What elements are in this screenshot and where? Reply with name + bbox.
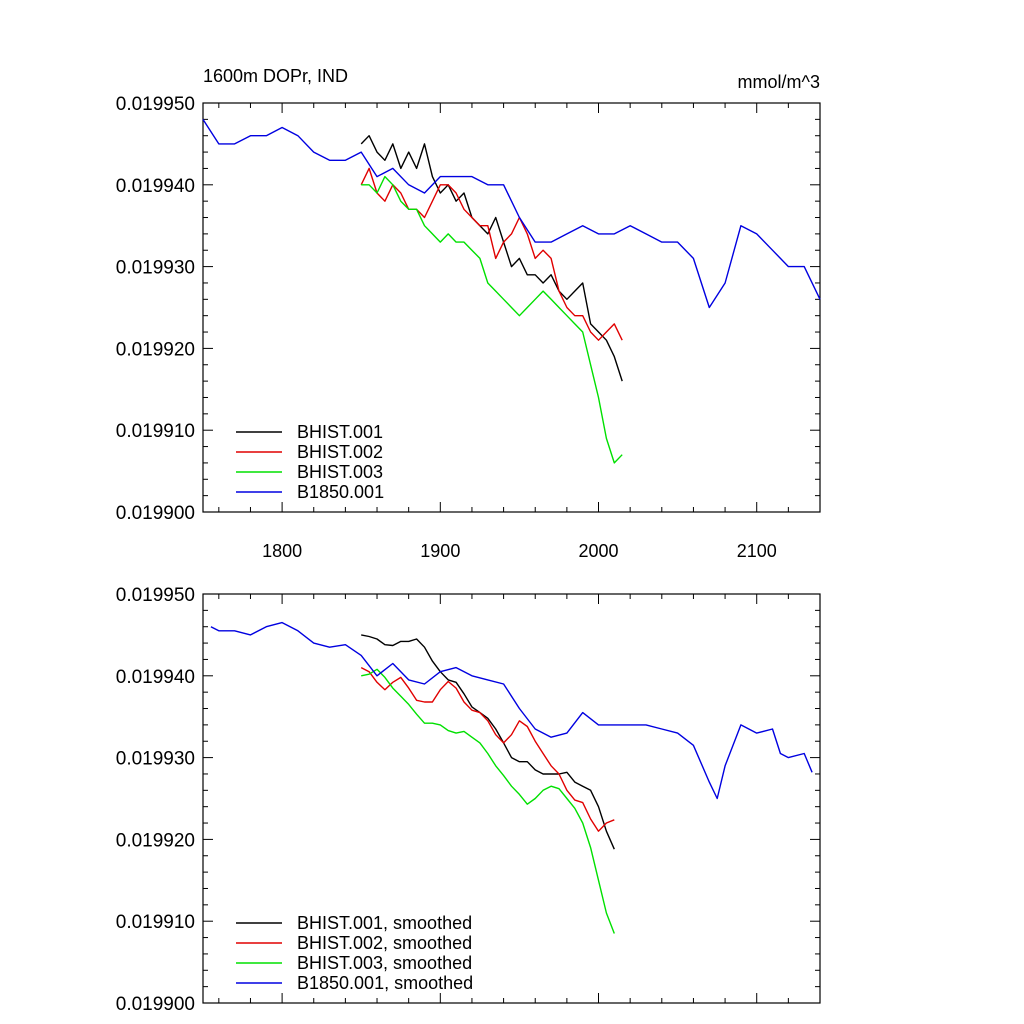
series-line [202,119,821,309]
y-tick-label: 0.019950 [116,585,195,606]
series-line [360,134,623,382]
y-tick-label: 0.019940 [116,667,195,688]
x-tick-label: 1800 [262,541,302,561]
series-line [210,621,813,800]
chart-title: 1600m DOPr, IND [203,66,348,86]
top-chart-panel: 1600m DOPr, IND mmol/m^3 0.019900 0.01991… [116,66,821,561]
y-tick-label: 0.019900 [116,503,195,524]
series-line [361,634,615,850]
plot-frame [202,102,821,513]
x-tick-label: 2100 [737,541,777,561]
y-tick-label: 0.019950 [116,94,195,115]
series-line [360,167,623,341]
y-tick-label: 0.019910 [116,421,195,442]
legend-label: B1850.001, smoothed [297,973,473,993]
x-tick-label: 1900 [420,541,460,561]
legend-label: B1850.001 [297,482,384,502]
legend-label: BHIST.002 [297,442,383,462]
series-line [360,666,615,832]
units-label: mmol/m^3 [738,72,820,92]
y-tick-label: 0.019930 [116,258,195,279]
legend-label: BHIST.001 [297,422,383,442]
y-tick-label: 0.019900 [116,994,195,1015]
y-tick-label: 0.019930 [116,749,195,770]
x-tick-label: 2000 [578,541,618,561]
y-tick-label: 0.019920 [116,339,195,360]
y-tick-label: 0.019940 [116,176,195,197]
plot-frame [202,593,821,1004]
legend-label: BHIST.003 [297,462,383,482]
series-line [361,175,623,464]
y-tick-label: 0.019910 [116,912,195,933]
legend-label: BHIST.002, smoothed [297,933,472,953]
legend-label: BHIST.003, smoothed [297,953,472,973]
bottom-chart-panel: 0.019900 0.019910 0.019920 0.019930 0.019940… [116,585,821,1015]
series-line [361,668,615,934]
legend-label: BHIST.001, smoothed [297,913,472,933]
y-tick-label: 0.019920 [116,830,195,851]
